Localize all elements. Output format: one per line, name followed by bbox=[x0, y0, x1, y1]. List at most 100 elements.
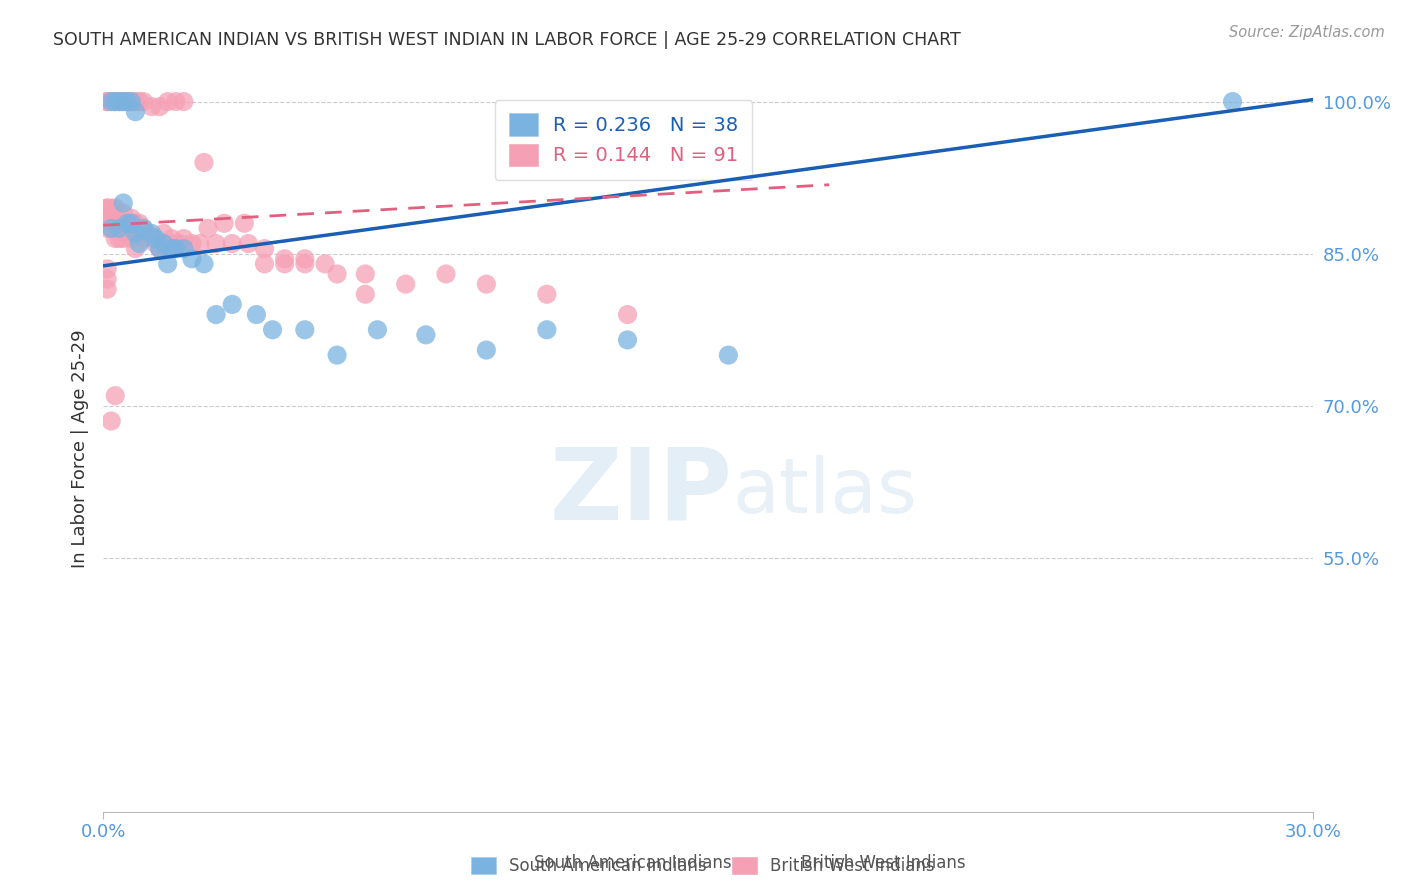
Point bbox=[149, 100, 172, 114]
Point bbox=[434, 267, 457, 281]
Point bbox=[104, 95, 127, 109]
Point bbox=[96, 95, 118, 109]
Point bbox=[108, 221, 131, 235]
Point bbox=[128, 227, 150, 241]
Point bbox=[100, 221, 122, 235]
Point bbox=[136, 227, 159, 241]
Point bbox=[117, 216, 139, 230]
Point bbox=[221, 297, 243, 311]
Point bbox=[536, 323, 558, 337]
Point bbox=[233, 216, 256, 230]
Point bbox=[104, 231, 127, 245]
Point bbox=[253, 242, 276, 256]
Point bbox=[124, 227, 146, 241]
Point bbox=[96, 272, 118, 286]
Point bbox=[100, 95, 122, 109]
Text: SOUTH AMERICAN INDIAN VS BRITISH WEST INDIAN IN LABOR FORCE | AGE 25-29 CORRELAT: SOUTH AMERICAN INDIAN VS BRITISH WEST IN… bbox=[53, 31, 962, 49]
Point bbox=[475, 343, 498, 357]
Point bbox=[96, 216, 118, 230]
Point bbox=[366, 323, 388, 337]
Point bbox=[253, 257, 276, 271]
Point bbox=[160, 231, 183, 245]
Point bbox=[120, 95, 142, 109]
Point bbox=[120, 95, 142, 109]
Point bbox=[117, 227, 139, 241]
Point bbox=[100, 201, 122, 215]
Point bbox=[112, 95, 135, 109]
Point bbox=[96, 201, 118, 215]
Point bbox=[128, 95, 150, 109]
Point bbox=[117, 95, 139, 109]
Point bbox=[117, 216, 139, 230]
Point bbox=[616, 333, 638, 347]
Point bbox=[141, 231, 163, 245]
Point bbox=[96, 261, 118, 276]
Point bbox=[112, 221, 135, 235]
Point bbox=[112, 231, 135, 245]
Point bbox=[100, 414, 122, 428]
Point bbox=[616, 308, 638, 322]
Point bbox=[96, 95, 118, 109]
Point bbox=[104, 221, 127, 235]
Point bbox=[132, 95, 155, 109]
Point bbox=[124, 95, 146, 109]
Point bbox=[1222, 95, 1244, 109]
Point bbox=[124, 104, 146, 119]
Point bbox=[141, 227, 163, 241]
Point bbox=[120, 231, 142, 245]
Point bbox=[221, 236, 243, 251]
Point bbox=[165, 236, 187, 251]
Legend: R = 0.236   N = 38, R = 0.144   N = 91: R = 0.236 N = 38, R = 0.144 N = 91 bbox=[495, 100, 752, 179]
Point bbox=[273, 257, 295, 271]
Point bbox=[156, 257, 179, 271]
Point bbox=[132, 221, 155, 235]
Point bbox=[96, 201, 118, 215]
Point bbox=[152, 227, 174, 241]
Point bbox=[354, 287, 377, 301]
Point bbox=[120, 221, 142, 235]
Point bbox=[395, 277, 418, 292]
Point bbox=[120, 216, 142, 230]
Text: atlas: atlas bbox=[733, 456, 917, 530]
Point bbox=[96, 221, 118, 235]
Y-axis label: In Labor Force | Age 25-29: In Labor Force | Age 25-29 bbox=[72, 330, 89, 568]
Point bbox=[326, 348, 349, 362]
Point bbox=[536, 287, 558, 301]
Point bbox=[117, 95, 139, 109]
Point bbox=[193, 257, 215, 271]
Point bbox=[112, 206, 135, 220]
Point bbox=[96, 95, 118, 109]
Point bbox=[120, 211, 142, 226]
Point bbox=[212, 216, 235, 230]
Point bbox=[141, 100, 163, 114]
Point bbox=[108, 221, 131, 235]
Point bbox=[475, 277, 498, 292]
Point bbox=[100, 95, 122, 109]
Text: ZIP: ZIP bbox=[550, 444, 733, 541]
Point bbox=[165, 242, 187, 256]
Point bbox=[112, 196, 135, 211]
Point bbox=[104, 95, 127, 109]
Point bbox=[104, 389, 127, 403]
Point bbox=[273, 252, 295, 266]
Point bbox=[152, 236, 174, 251]
Point bbox=[193, 155, 215, 169]
Point bbox=[173, 231, 195, 245]
Point bbox=[108, 216, 131, 230]
Point bbox=[173, 242, 195, 256]
Point bbox=[326, 267, 349, 281]
Point bbox=[100, 211, 122, 226]
Point bbox=[314, 257, 336, 271]
Point bbox=[717, 348, 740, 362]
Point bbox=[104, 201, 127, 215]
Point bbox=[238, 236, 260, 251]
Point bbox=[108, 95, 131, 109]
Point bbox=[96, 211, 118, 226]
Text: South American Indians: South American Indians bbox=[534, 855, 733, 872]
Text: British West Indians: British West Indians bbox=[801, 855, 966, 872]
Point bbox=[262, 323, 284, 337]
Text: Source: ZipAtlas.com: Source: ZipAtlas.com bbox=[1229, 25, 1385, 40]
Point bbox=[124, 216, 146, 230]
Point bbox=[112, 95, 135, 109]
Point bbox=[169, 236, 191, 251]
